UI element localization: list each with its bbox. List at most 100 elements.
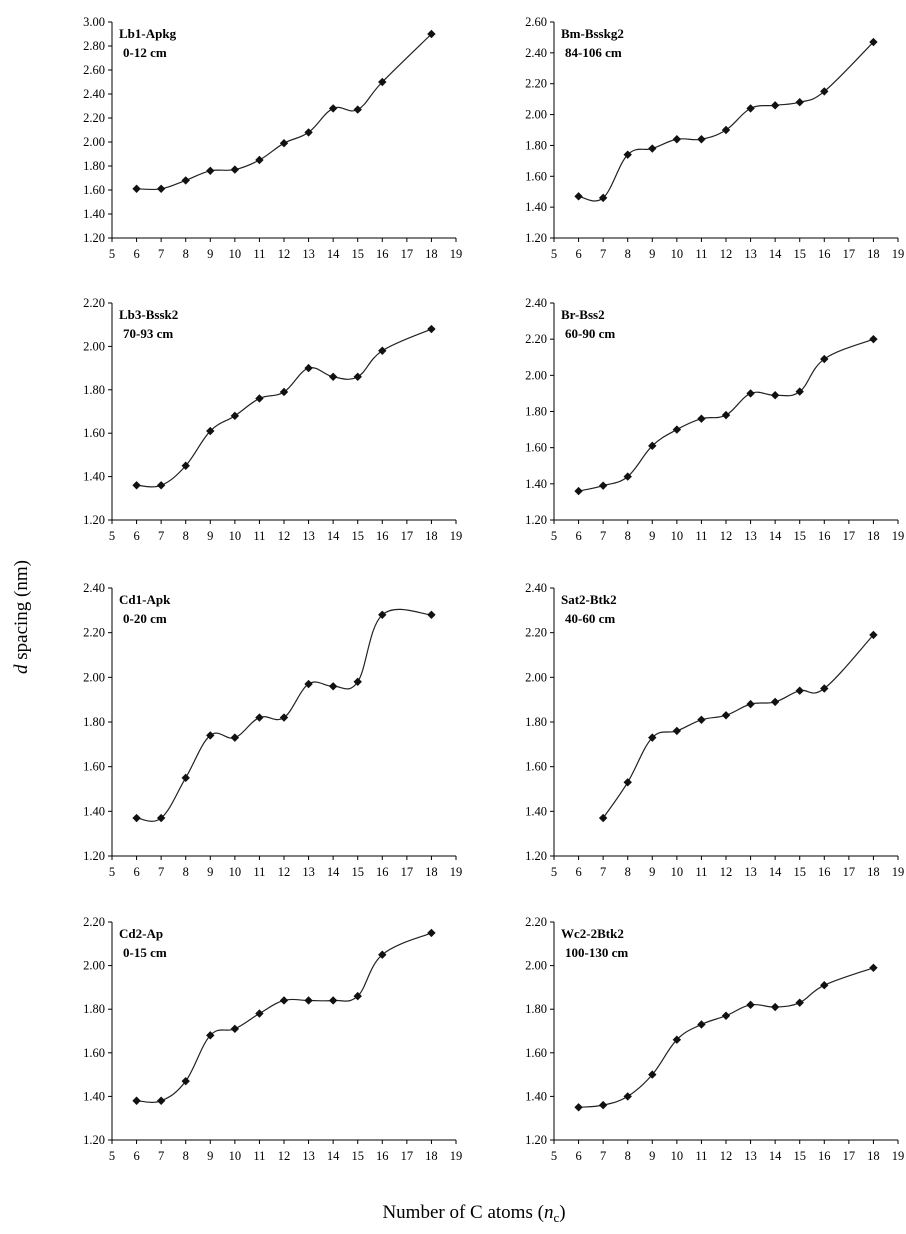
data-point <box>304 996 313 1005</box>
data-point <box>181 461 190 470</box>
x-tick-label: 10 <box>671 1149 684 1163</box>
panel-label-name: Cd2-Ap <box>119 926 163 941</box>
data-point <box>697 1020 706 1029</box>
data-point <box>795 686 804 695</box>
panel-label-depth: 84-106 cm <box>565 45 622 60</box>
y-tick-label: 2.00 <box>525 108 547 122</box>
y-tick-label: 2.40 <box>83 581 105 595</box>
x-tick-label: 12 <box>720 529 733 543</box>
y-tick-label: 1.20 <box>83 849 105 863</box>
data-point <box>206 166 215 175</box>
chart-panel-2: 1.20 1.40 1.60 1.80 2.00 2.20 2.40 2.60 5 6 7 8 9 10 1… <box>525 15 904 261</box>
data-point <box>697 414 706 423</box>
chart-panel-6: 1.20 1.40 1.60 1.80 2.00 2.20 2.40 5 6 7 8 9 10 11 12 1… <box>525 581 904 879</box>
data-point <box>721 125 731 135</box>
y-tick-label: 1.60 <box>525 1046 547 1060</box>
y-axis-title: d spacing (nm) <box>11 560 32 674</box>
y-tick-label: 1.20 <box>525 231 547 245</box>
panel-label-name: Wc2-2Btk2 <box>561 926 624 941</box>
y-tick-label: 2.00 <box>83 670 105 684</box>
panel-label-depth: 60-90 cm <box>565 326 615 341</box>
data-point <box>672 135 682 144</box>
x-tick-label: 8 <box>183 247 189 261</box>
y-tick-label: 1.80 <box>83 159 105 173</box>
y-tick-label: 1.40 <box>525 477 547 491</box>
data-point <box>820 354 829 364</box>
y-tick-label: 1.80 <box>525 1002 547 1016</box>
data-point <box>672 425 682 434</box>
x-tick-label: 6 <box>575 1149 581 1163</box>
data-point <box>132 813 141 823</box>
y-tick-label: 2.00 <box>525 368 547 382</box>
y-tick-label: 1.80 <box>525 138 547 152</box>
data-point <box>156 481 166 490</box>
y-tick-label: 1.40 <box>525 1089 547 1103</box>
x-tick-label: 12 <box>278 1149 291 1163</box>
x-tick-label: 13 <box>302 247 315 261</box>
x-tick-label: 7 <box>600 529 606 543</box>
data-point <box>598 1100 608 1110</box>
x-tick-label: 13 <box>744 247 757 261</box>
x-tick-label: 11 <box>253 529 265 543</box>
data-point <box>353 677 362 686</box>
data-point <box>623 778 632 787</box>
x-tick-label: 15 <box>351 529 364 543</box>
data-point <box>255 1009 264 1018</box>
x-tick-label: 12 <box>720 1149 733 1163</box>
x-tick-label: 9 <box>207 529 213 543</box>
x-tick-label: 13 <box>744 865 757 879</box>
x-tick-label: 15 <box>793 247 806 261</box>
x-axis-title-main: Number of C atoms ( <box>382 1202 543 1223</box>
x-tick-label: 18 <box>425 247 438 261</box>
x-tick-label: 17 <box>401 247 414 261</box>
data-point <box>598 481 608 490</box>
y-axis-title-rest: spacing (nm) <box>11 560 32 664</box>
data-point <box>648 733 657 742</box>
x-tick-label: 8 <box>183 865 189 879</box>
data-point <box>181 773 190 783</box>
x-tick-label: 12 <box>278 247 291 261</box>
x-tick-label: 14 <box>327 865 340 879</box>
data-point <box>378 610 387 619</box>
x-tick-label: 19 <box>450 865 463 879</box>
x-tick-label: 7 <box>158 529 164 543</box>
data-point <box>648 441 657 451</box>
x-tick-label: 14 <box>769 247 782 261</box>
x-tick-label: 17 <box>401 1149 414 1163</box>
y-tick-label: 1.60 <box>83 426 105 440</box>
x-tick-label: 9 <box>207 247 213 261</box>
data-point <box>795 998 804 1007</box>
x-tick-label: 9 <box>207 865 213 879</box>
data-point <box>746 1000 755 1010</box>
data-point <box>156 813 166 823</box>
x-tick-label: 11 <box>253 1149 265 1163</box>
data-point <box>132 481 141 490</box>
y-tick-label: 1.20 <box>525 1133 547 1147</box>
y-tick-label: 2.40 <box>525 296 547 310</box>
data-point <box>770 391 780 400</box>
x-tick-label: 5 <box>551 247 557 261</box>
x-tick-label: 7 <box>158 1149 164 1163</box>
data-point <box>206 1031 215 1040</box>
data-point <box>206 731 215 740</box>
y-tick-label: 2.20 <box>525 915 547 929</box>
x-tick-label: 11 <box>253 247 265 261</box>
y-tick-label: 2.20 <box>83 111 105 125</box>
data-point <box>574 192 583 201</box>
data-point <box>672 726 682 736</box>
data-point <box>746 104 755 113</box>
data-point <box>672 1035 682 1044</box>
y-tick-label: 1.80 <box>525 405 547 419</box>
y-tick-label: 1.60 <box>83 183 105 197</box>
x-tick-label: 16 <box>818 247 831 261</box>
x-tick-label: 7 <box>158 865 164 879</box>
chart-panel-1: 1.20 1.40 1.60 1.80 2.00 2.20 2.40 2.60 2.80 3.00… <box>83 15 462 261</box>
data-point <box>279 139 289 148</box>
series-line <box>578 41 874 202</box>
y-tick-label: 1.80 <box>83 383 105 397</box>
y-tick-label: 2.40 <box>525 581 547 595</box>
x-tick-label: 18 <box>425 865 438 879</box>
chart-panel-5: 1.20 1.40 1.60 1.80 2.00 2.20 2.40 5 6 7 8 9 10 11 12 1… <box>83 581 462 879</box>
data-point <box>181 1076 190 1086</box>
x-tick-label: 13 <box>302 529 315 543</box>
